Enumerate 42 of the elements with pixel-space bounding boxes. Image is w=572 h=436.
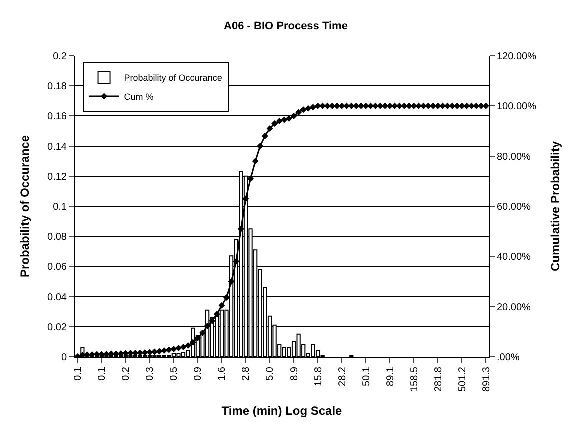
x-axis-title: Time (min) Log Scale [222, 404, 343, 418]
x-tick-label: 8.9 [289, 366, 300, 381]
x-tick-label: 0.5 [169, 366, 180, 381]
y-tick-label: 0.14 [48, 142, 68, 153]
x-tick-label: 28.2 [337, 366, 348, 386]
y2-tick-label: 60.00% [497, 202, 532, 213]
y-tick-label: 0.06 [48, 262, 68, 274]
x-tick-label: 1.6 [217, 366, 228, 381]
x-tick-label: 0.2 [121, 366, 132, 381]
y2-tick-label: 120.00% [497, 52, 537, 62]
y-tick-label: 0.12 [48, 172, 68, 183]
x-tick-label: 891.3 [481, 366, 492, 392]
legend-label: Probability of Occurance [124, 73, 222, 84]
y-tick-label: 0.02 [48, 322, 68, 334]
x-tick-label: 50.1 [361, 366, 372, 386]
x-tick-label: 281.8 [433, 366, 444, 392]
x-tick-label: 0.9 [193, 366, 204, 381]
x-tick-label: 15.8 [313, 366, 324, 386]
y-axis-title: Probability of Occurance [18, 135, 32, 278]
x-tick-label: 2.8 [241, 366, 252, 381]
x-tick-label: 501.2 [457, 366, 468, 392]
y-tick-label: 0 [61, 352, 68, 364]
x-tick-label: 158.5 [409, 366, 420, 392]
y2-tick-label: 100.00% [497, 102, 537, 113]
y2-tick-label: 80.00% [497, 152, 532, 163]
x-tick-label: 5.0 [265, 366, 276, 381]
y2-tick-label: 40.00% [497, 252, 532, 264]
y-tick-label: 0.04 [48, 292, 68, 304]
y-tick-label: 0.16 [48, 112, 68, 123]
y2-tick-label: 20.00% [497, 302, 532, 314]
y2-axis-title: Cumulative Probability [548, 141, 562, 272]
y-tick-label: 0.18 [48, 82, 68, 93]
legend-label: Cum % [124, 92, 154, 102]
y-tick-label: 0.2 [53, 52, 68, 62]
y-tick-label: 0.1 [53, 202, 68, 213]
x-tick-label: 0.1 [73, 366, 84, 381]
y2-tick-label: .00% [497, 352, 520, 364]
x-tick-label: 0.3 [145, 366, 156, 381]
x-tick-label: 89.1 [385, 366, 396, 386]
chart-title: A06 - BIO Process Time [224, 20, 348, 32]
x-tick-label: 0.1 [97, 366, 108, 381]
y-tick-label: 0.08 [48, 232, 68, 244]
